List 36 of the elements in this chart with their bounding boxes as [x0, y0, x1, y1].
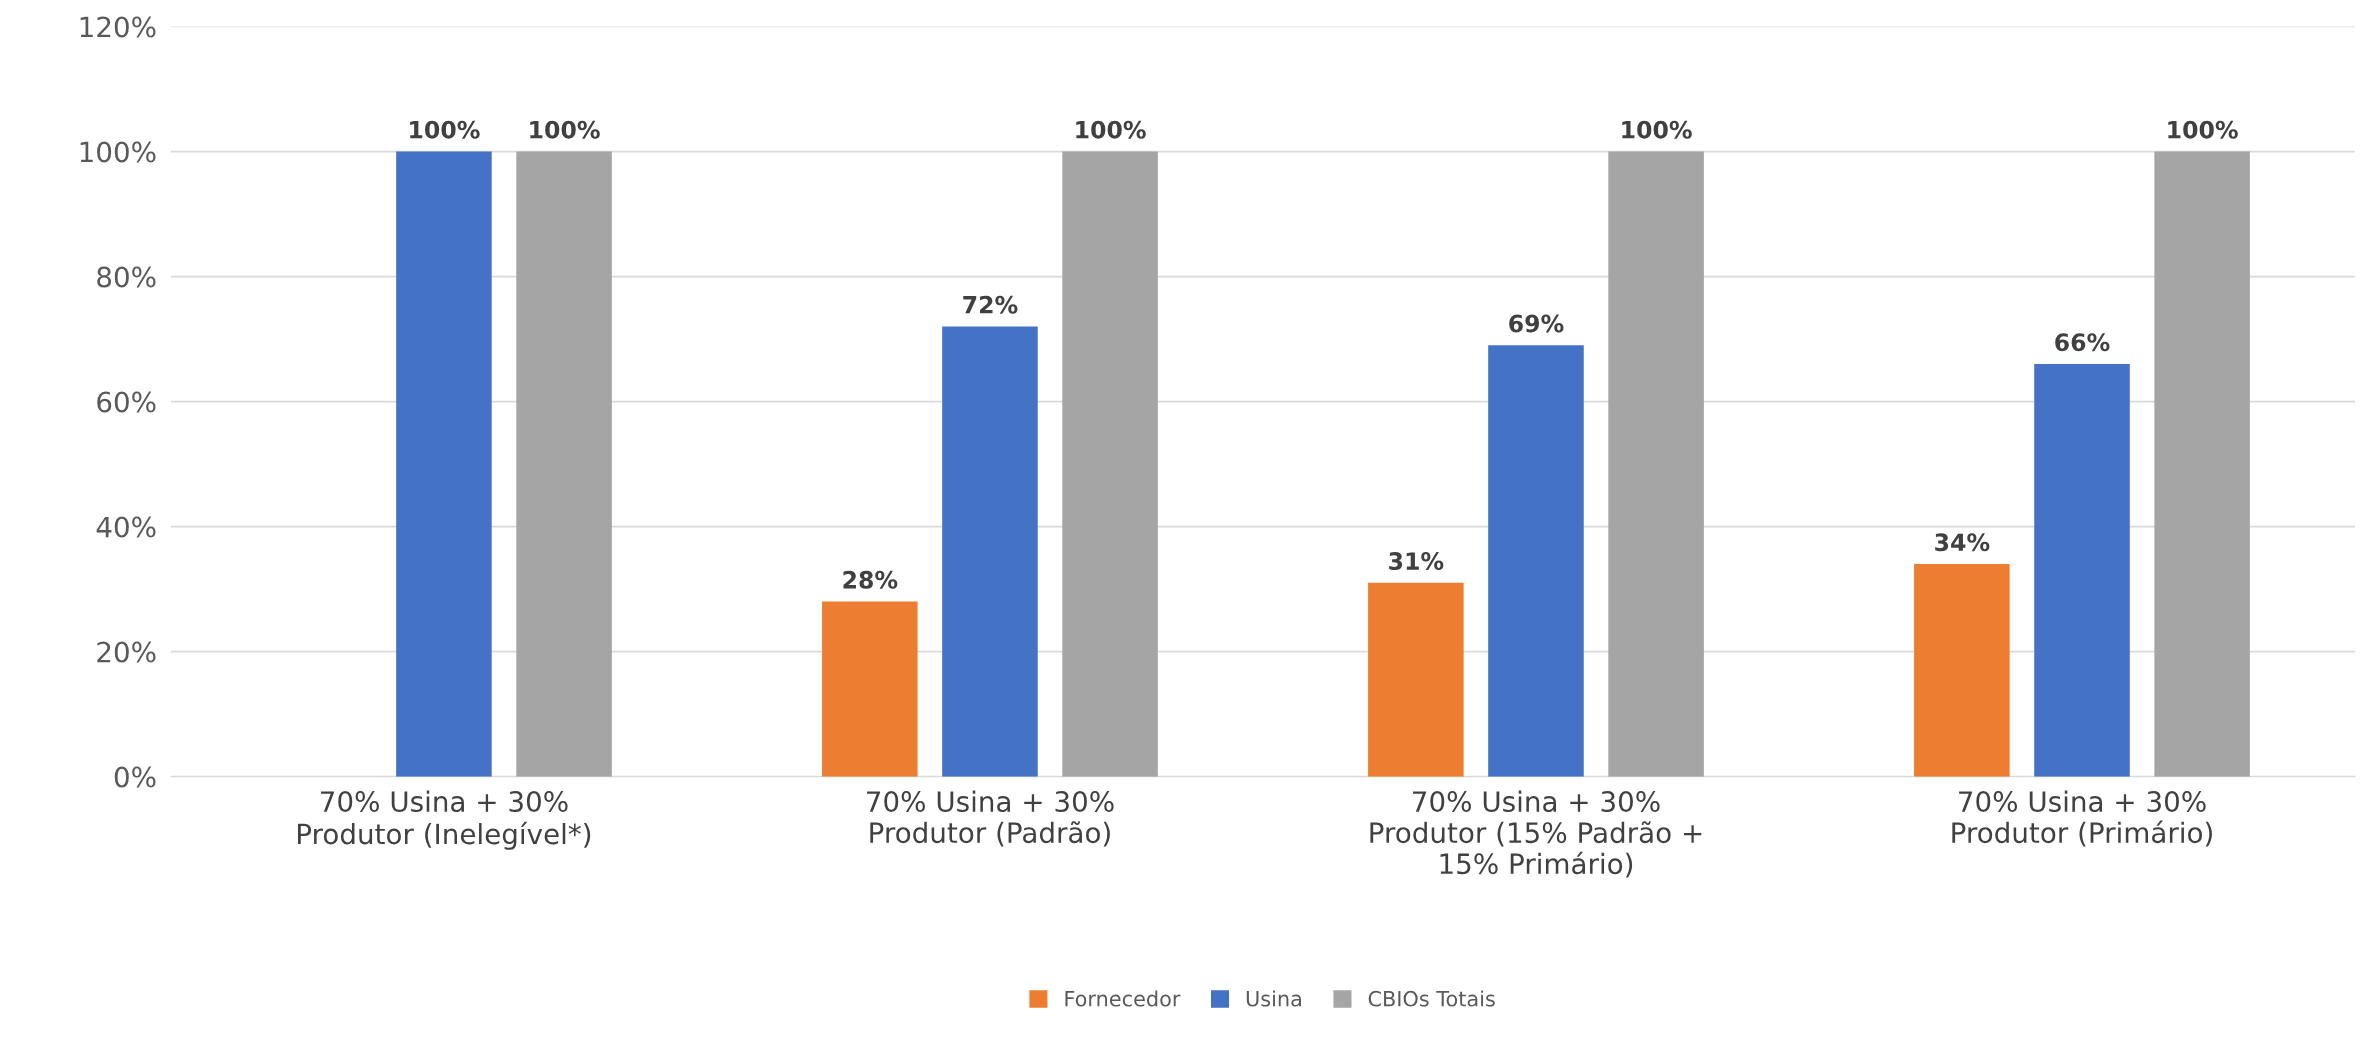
bar — [822, 601, 918, 777]
bar — [1488, 345, 1584, 777]
x-tick-label: 70% Usina + 30% Produtor (Padrão) — [867, 790, 1114, 847]
y-tick-label: 0% — [114, 766, 156, 788]
y-tick-label: 20% — [97, 641, 156, 663]
bar — [1368, 582, 1464, 777]
bar — [2034, 364, 2130, 777]
y-tick-label: 40% — [96, 516, 156, 538]
x-tick-label: 70% Usina + 30% Produtor (Inelegível*) — [298, 790, 591, 850]
data-label: 31% — [1389, 552, 1444, 570]
legend-label: Fornecedor — [1065, 990, 1181, 1007]
bar — [396, 151, 492, 777]
legend-label: CBIOs Totais — [1368, 990, 1495, 1007]
data-label: 100% — [2168, 120, 2238, 139]
y-tick-label: 60% — [97, 391, 156, 413]
x-tick-label: 70% Usina + 30% Produtor (Primário) — [1952, 790, 2212, 847]
bar — [942, 326, 1038, 777]
y-tick-label: 120% — [80, 16, 156, 38]
data-label: 69% — [1509, 314, 1564, 333]
y-tick-label: 80% — [97, 266, 156, 288]
data-label: 28% — [843, 570, 898, 589]
bar — [2154, 151, 2250, 777]
bar — [1608, 151, 1704, 777]
legend-label: Usina — [1246, 990, 1301, 1007]
data-label: 72% — [963, 295, 1018, 314]
data-label: 100% — [1076, 120, 1146, 139]
data-label: 100% — [1622, 120, 1692, 139]
data-label: 100% — [410, 120, 480, 139]
bar — [1062, 151, 1158, 777]
bar — [1914, 564, 2010, 777]
data-label: 100% — [530, 120, 600, 139]
bar — [516, 151, 612, 777]
y-tick-label: 100% — [80, 141, 156, 163]
data-label: 66% — [2055, 333, 2110, 352]
x-tick-label: 70% Usina + 30% Produtor (15% Padrão + 15% Primário) — [1370, 790, 1702, 878]
data-label: 34% — [1935, 533, 1990, 552]
